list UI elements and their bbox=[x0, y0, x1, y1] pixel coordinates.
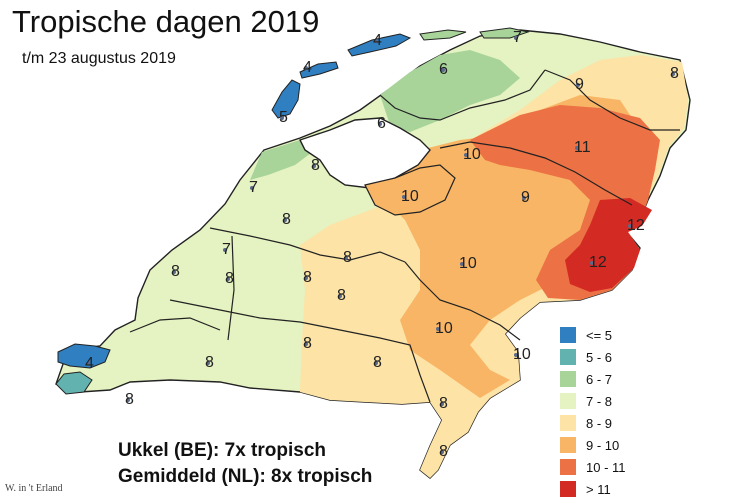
legend-swatch bbox=[560, 437, 576, 453]
station-value: 10 bbox=[513, 346, 531, 363]
legend-label: 5 - 6 bbox=[586, 349, 613, 365]
legend-swatch bbox=[560, 481, 576, 497]
map-subtitle: t/m 23 augustus 2019 bbox=[22, 50, 176, 67]
station-value: 8 bbox=[225, 270, 234, 287]
station-value: 4 bbox=[303, 59, 312, 76]
station-value: 7 bbox=[249, 179, 258, 196]
station-value: 12 bbox=[627, 217, 645, 234]
station-labels: 4 4 7 6 9 8 5 6 10 11 8 7 10 9 8 12 7 8 … bbox=[85, 29, 679, 460]
station-value: 8 bbox=[303, 335, 312, 352]
legend: <= 5 5 - 6 6 - 7 7 - 8 8 - 9 9 - 10 10 -… bbox=[560, 324, 626, 500]
station-value: 8 bbox=[343, 249, 352, 266]
legend-label: 7 - 8 bbox=[586, 393, 613, 409]
station-value: 8 bbox=[439, 443, 448, 460]
station-value: 10 bbox=[401, 188, 419, 205]
legend-swatch bbox=[560, 393, 576, 409]
zeeland-teal bbox=[55, 371, 93, 395]
legend-label: 8 - 9 bbox=[586, 415, 613, 431]
station-value: 8 bbox=[125, 391, 134, 408]
station-value: 10 bbox=[459, 255, 477, 272]
summary-average: Gemiddeld (NL): 8x tropisch bbox=[118, 466, 373, 487]
legend-swatch bbox=[560, 459, 576, 475]
zone-6-7-north bbox=[380, 50, 520, 132]
island-schiermonnikoog bbox=[479, 27, 530, 39]
station-value: 8 bbox=[171, 263, 180, 280]
legend-item: 6 - 7 bbox=[560, 368, 626, 390]
map-title: Tropische dagen 2019 bbox=[12, 4, 320, 39]
legend-label: <= 5 bbox=[586, 327, 613, 343]
legend-item: > 11 bbox=[560, 478, 626, 500]
legend-label: > 11 bbox=[586, 481, 611, 497]
legend-swatch bbox=[560, 371, 576, 387]
station-value: 8 bbox=[311, 157, 320, 174]
station-value: 8 bbox=[303, 269, 312, 286]
station-value: 10 bbox=[435, 320, 453, 337]
legend-item: <= 5 bbox=[560, 324, 626, 346]
station-value: 8 bbox=[282, 211, 291, 228]
island-vlieland bbox=[299, 61, 339, 79]
station-value: 9 bbox=[521, 189, 530, 206]
station-value: 8 bbox=[670, 65, 679, 82]
station-value: 6 bbox=[439, 61, 448, 78]
station-value: 10 bbox=[463, 146, 481, 163]
legend-item: 10 - 11 bbox=[560, 456, 626, 478]
station-value: 8 bbox=[373, 354, 382, 371]
legend-item: 9 - 10 bbox=[560, 434, 626, 456]
legend-swatch bbox=[560, 349, 576, 365]
legend-item: 8 - 9 bbox=[560, 412, 626, 434]
station-value: 8 bbox=[439, 395, 448, 412]
flevoland bbox=[364, 164, 456, 216]
province-borders bbox=[129, 69, 680, 403]
station-value: 8 bbox=[337, 287, 346, 304]
legend-label: 10 - 11 bbox=[586, 459, 626, 475]
summary-ukkel: Ukkel (BE): 7x tropisch bbox=[118, 440, 326, 461]
legend-swatch bbox=[560, 415, 576, 431]
ijsselmeer bbox=[299, 117, 431, 189]
station-value: 4 bbox=[373, 32, 382, 49]
station-value: 7 bbox=[222, 241, 231, 258]
legend-label: 6 - 7 bbox=[586, 371, 613, 387]
zeeland-blue bbox=[57, 343, 111, 369]
station-value: 8 bbox=[205, 354, 214, 371]
legend-swatch bbox=[560, 327, 576, 343]
island-terschelling bbox=[347, 33, 412, 57]
author-credit: W. in 't Erland bbox=[5, 483, 63, 494]
legend-item: 7 - 8 bbox=[560, 390, 626, 412]
island-texel bbox=[271, 79, 301, 119]
island-ameland bbox=[419, 29, 467, 41]
legend-item: 5 - 6 bbox=[560, 346, 626, 368]
station-value: 5 bbox=[279, 109, 288, 126]
station-value: 11 bbox=[574, 139, 591, 156]
station-value: 12 bbox=[589, 254, 607, 271]
station-value: 4 bbox=[85, 355, 94, 372]
legend-label: 9 - 10 bbox=[586, 437, 620, 453]
zone-over-11 bbox=[565, 198, 652, 292]
station-value: 6 bbox=[377, 115, 386, 132]
station-value: 9 bbox=[575, 76, 584, 93]
station-value: 7 bbox=[513, 29, 522, 46]
